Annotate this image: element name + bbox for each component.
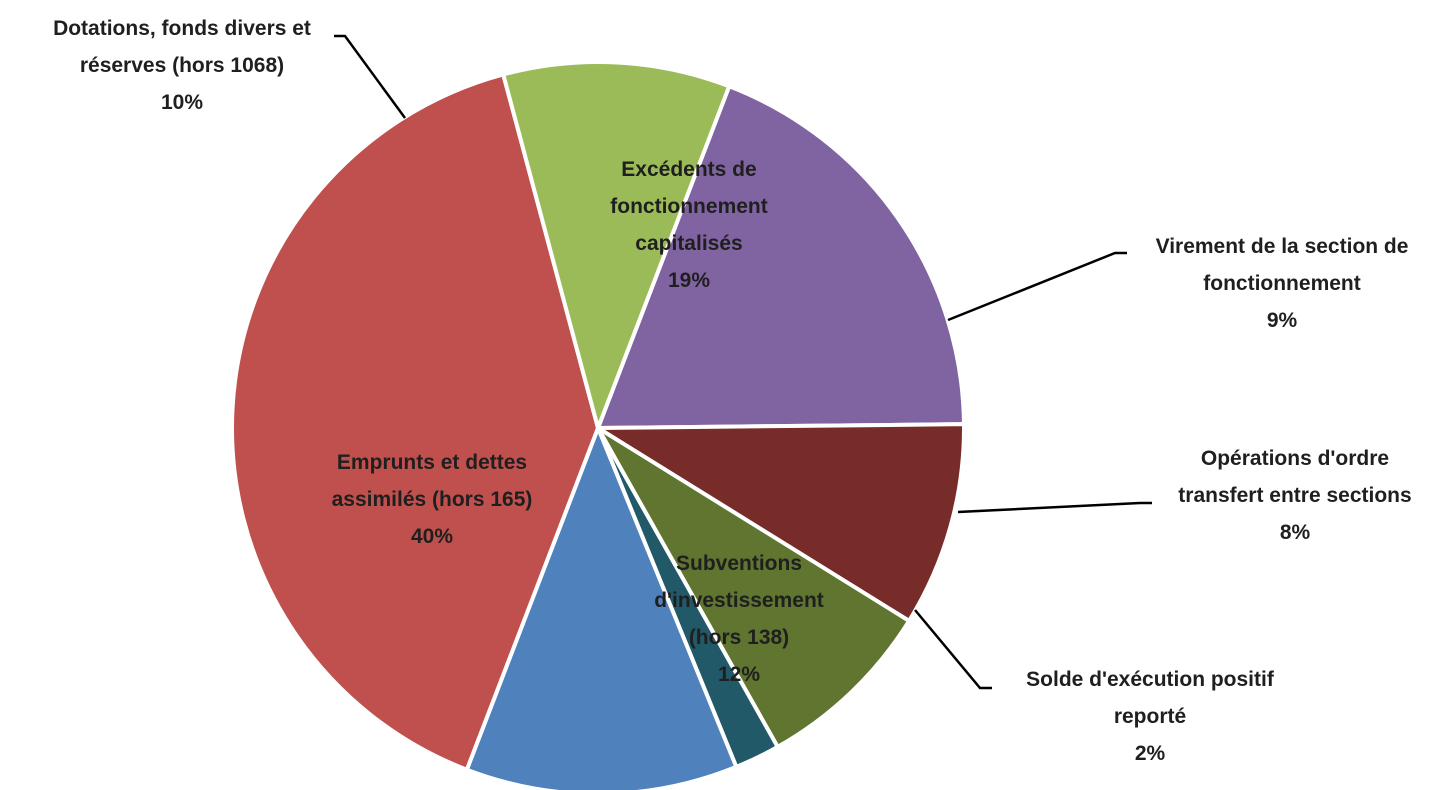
slice-label-line: Excédents de — [621, 158, 756, 181]
slice-percent: 19% — [668, 269, 710, 292]
slice-label-line: fonctionnement — [1203, 272, 1361, 295]
slice-label-line: réserves (hors 1068) — [80, 54, 284, 77]
leader-line — [957, 501, 1152, 514]
pie-slices — [230, 60, 966, 790]
slice-percent: 9% — [1267, 309, 1298, 332]
leader-line — [947, 251, 1127, 322]
pie-slice — [230, 72, 600, 772]
slice-percent: 8% — [1280, 521, 1311, 544]
leader-lines — [334, 34, 1152, 690]
slice-label-line: reporté — [1114, 705, 1186, 728]
slice-label-line: Dotations, fonds divers et — [53, 17, 311, 40]
slice-percent: 40% — [411, 525, 453, 548]
slice-percent: 10% — [161, 91, 203, 114]
slice-label-line: capitalisés — [635, 232, 742, 255]
pie-slice — [596, 84, 966, 430]
leader-line — [334, 34, 407, 119]
slice-label: Emprunts et dettes assimilés (hors 165) 40… — [332, 451, 533, 548]
slice-label-line: d'investissement — [654, 589, 824, 612]
leader-line — [914, 609, 992, 690]
slice-label-line: fonctionnement — [610, 195, 768, 218]
slice-label: Opérations d'ordre transfert entre sectio… — [1178, 447, 1411, 544]
slice-label: Subventions d'investissement (hors 138) 12% — [654, 552, 824, 686]
pie-slice — [501, 60, 732, 430]
slice-percent: 12% — [718, 663, 760, 686]
slice-label-line: Emprunts et dettes — [337, 451, 527, 474]
slice-label-line: Solde d'exécution positif — [1026, 668, 1275, 691]
slice-label-line: transfert entre sections — [1178, 484, 1411, 507]
slice-label-line: Virement de la section de — [1156, 235, 1409, 258]
slice-label-line: Opérations d'ordre — [1201, 447, 1389, 470]
slice-label: Excédents de fonctionnement capitalisés 19% — [610, 158, 768, 292]
slice-label: Virement de la section de fonctionnement 9… — [1156, 235, 1409, 332]
pie-slice — [596, 426, 912, 749]
pie-slice — [464, 426, 739, 790]
slice-label-line: Subventions — [676, 552, 802, 575]
slice-label: Solde d'exécution positif reporté 2% — [1026, 668, 1275, 765]
slice-labels: Excédents de fonctionnement capitalisés 19%… — [53, 17, 1412, 765]
slice-label-line: assimilés (hors 165) — [332, 488, 533, 511]
slice-label: Dotations, fonds divers et réserves (hors… — [53, 17, 311, 114]
slice-percent: 2% — [1135, 742, 1166, 765]
slice-label-line: (hors 138) — [689, 626, 789, 649]
